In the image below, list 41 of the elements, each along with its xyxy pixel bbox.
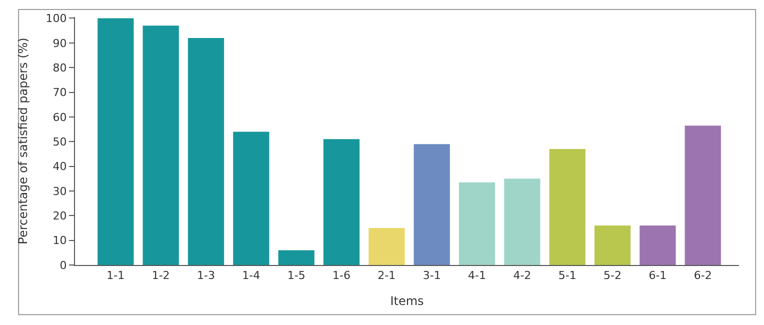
x-tick-label: 5-1	[558, 269, 576, 282]
x-axis-title: Items	[390, 294, 424, 308]
x-tick-label: 1-3	[197, 269, 215, 282]
x-tick-label: 4-1	[468, 269, 486, 282]
x-tick-label: 6-2	[694, 269, 712, 282]
y-tick-label: 50	[52, 135, 67, 148]
bar	[188, 38, 224, 265]
y-tick-label: 20	[52, 210, 67, 222]
x-tick-label: 4-2	[513, 269, 532, 282]
y-tick-label: 0	[60, 258, 67, 272]
bar	[594, 226, 631, 265]
x-tick-label: 1-6	[332, 269, 350, 282]
bar	[640, 226, 676, 265]
bar	[233, 132, 270, 265]
x-tick-label: 2-1	[378, 269, 396, 282]
bar	[549, 149, 586, 265]
y-tick-label: 100	[46, 12, 67, 26]
y-tick-label: 10	[52, 234, 67, 248]
y-tick-label: 40	[52, 160, 67, 174]
y-tick-label: 80	[52, 61, 67, 74]
y-tick-label: 90	[52, 36, 67, 50]
y-tick-label: 70	[52, 86, 67, 100]
x-tick-label: 1-4	[242, 269, 260, 282]
x-tick-label: 5-2	[604, 269, 622, 282]
bar	[323, 139, 360, 265]
x-tick-label: 1-1	[106, 269, 125, 282]
bar	[98, 18, 134, 265]
y-tick-label: 30	[52, 184, 67, 198]
bar	[684, 126, 721, 265]
x-tick-label: 1-5	[287, 269, 306, 282]
x-tick-label: 3-1	[422, 269, 441, 282]
bar	[414, 144, 450, 265]
bar	[368, 228, 405, 265]
bar	[504, 178, 540, 265]
x-tick-label: 6-1	[648, 269, 667, 282]
y-axis-title: Percentage of satisfied papers (%)	[16, 38, 30, 244]
bar	[458, 182, 496, 265]
x-tick-label: 1-2	[152, 269, 170, 282]
bar	[278, 250, 314, 265]
bar	[142, 26, 179, 265]
y-tick-label: 60	[52, 110, 67, 124]
